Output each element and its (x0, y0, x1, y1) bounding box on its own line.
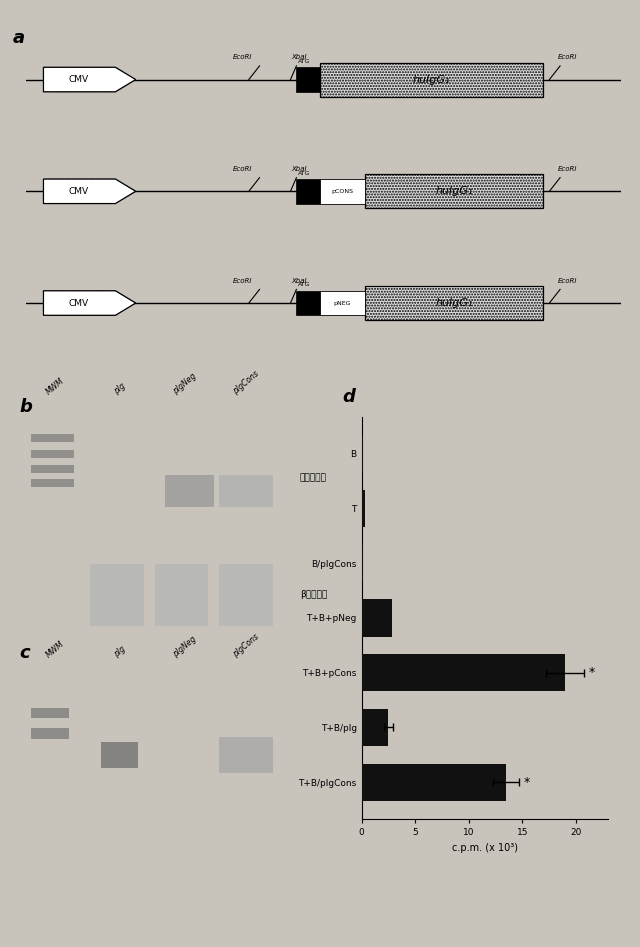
Text: pCONS: pCONS (332, 188, 353, 194)
Polygon shape (44, 291, 136, 315)
Text: pNEG: pNEG (334, 300, 351, 306)
Text: XbaI: XbaI (292, 55, 307, 61)
Bar (219, 738, 273, 773)
Bar (365, 174, 543, 208)
Text: EcoRI: EcoRI (233, 278, 253, 284)
Bar (90, 564, 144, 626)
Text: ミニ遺伝子: ミニ遺伝子 (300, 474, 326, 483)
Text: EcoRI: EcoRI (233, 55, 253, 61)
Text: *: * (589, 666, 595, 679)
Bar (365, 286, 543, 320)
Bar (320, 291, 365, 315)
Text: EcoRI: EcoRI (233, 167, 253, 172)
Text: EcoRI: EcoRI (557, 278, 577, 284)
Bar (362, 545, 364, 581)
Bar (31, 708, 68, 718)
Text: CMV: CMV (68, 298, 88, 308)
Text: ATG: ATG (298, 59, 310, 63)
Bar (362, 709, 388, 746)
Text: pIgCons: pIgCons (231, 369, 260, 397)
Text: βアクチン: βアクチン (300, 590, 327, 599)
Bar (362, 763, 506, 801)
Bar (31, 479, 74, 488)
Text: pIg: pIg (112, 645, 127, 659)
Text: pIgNeg: pIgNeg (171, 372, 198, 397)
Text: MWM: MWM (44, 639, 66, 659)
Text: XbaI: XbaI (292, 167, 307, 172)
Bar (362, 599, 392, 636)
Bar (362, 435, 364, 473)
Text: ATG: ATG (298, 170, 310, 175)
Bar (296, 179, 320, 204)
Bar (296, 291, 320, 315)
Bar (155, 564, 209, 626)
Bar (296, 67, 320, 92)
Text: a: a (13, 28, 25, 46)
Text: huIgG₁: huIgG₁ (435, 187, 473, 196)
Text: MWM: MWM (44, 376, 66, 397)
Text: pIg: pIg (112, 382, 127, 397)
Bar (362, 654, 565, 691)
Bar (31, 728, 68, 739)
Text: ATG: ATG (298, 282, 310, 287)
Bar (362, 490, 365, 527)
Bar (320, 179, 365, 204)
Text: CMV: CMV (68, 187, 88, 196)
Text: d: d (342, 388, 355, 406)
Text: *: * (524, 776, 530, 789)
X-axis label: c.p.m. (x 10³): c.p.m. (x 10³) (452, 843, 518, 852)
Text: huIgG₁: huIgG₁ (435, 298, 473, 308)
Text: CMV: CMV (68, 75, 88, 84)
Bar (31, 434, 74, 442)
Bar (31, 465, 74, 473)
Polygon shape (44, 67, 136, 92)
Text: b: b (19, 398, 32, 416)
Text: huIgG₁: huIgG₁ (413, 75, 451, 84)
Text: pIgCons: pIgCons (231, 633, 260, 659)
Text: EcoRI: EcoRI (557, 55, 577, 61)
Text: EcoRI: EcoRI (557, 167, 577, 172)
Text: XbaI: XbaI (292, 278, 307, 284)
Bar (219, 474, 273, 507)
Polygon shape (44, 179, 136, 204)
Text: c: c (19, 644, 30, 662)
Bar (320, 63, 543, 97)
Bar (31, 450, 74, 457)
Text: pIgNeg: pIgNeg (171, 635, 198, 659)
Bar (165, 474, 214, 507)
Bar (101, 742, 138, 768)
Bar (219, 564, 273, 626)
